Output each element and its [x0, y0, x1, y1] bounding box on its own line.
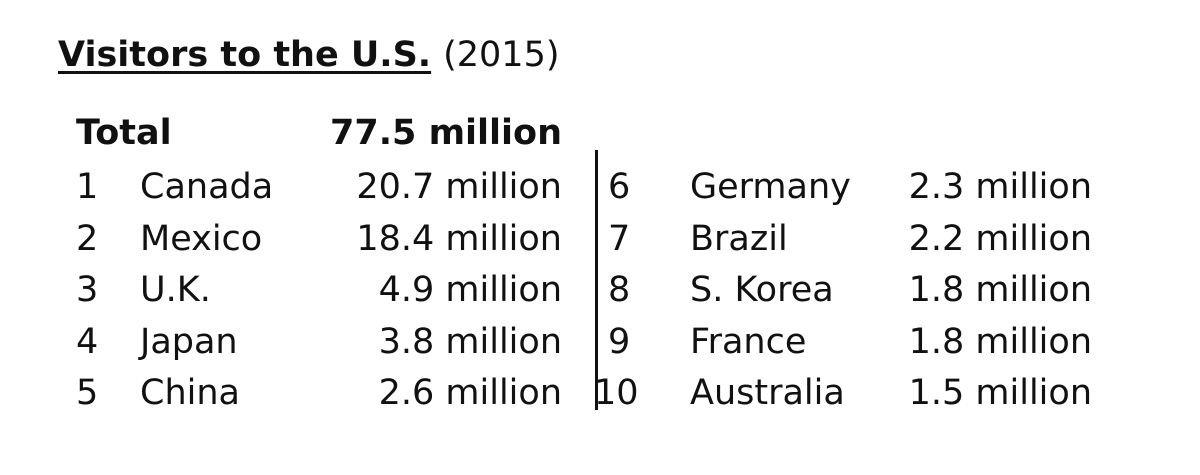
country: France: [690, 322, 807, 362]
visitors: 1.5 million: [908, 373, 1092, 413]
rank: 7: [608, 219, 631, 259]
rank: 4: [76, 322, 99, 362]
visitors: 2.2 million: [908, 219, 1092, 259]
visitors: 3.8 million: [378, 322, 562, 362]
rank: 3: [76, 270, 99, 310]
rank: 5: [76, 373, 99, 413]
total-value: 77.5 million: [330, 113, 562, 153]
column-divider: [595, 150, 598, 410]
title-line: Visitors to the U.S. (2015): [58, 30, 560, 80]
total-label: Total: [76, 113, 172, 153]
visitors: 2.6 million: [378, 373, 562, 413]
country: Japan: [140, 322, 238, 362]
year-label: (2015): [443, 35, 560, 75]
visitors: 1.8 million: [908, 270, 1092, 310]
country: Australia: [690, 373, 845, 413]
rank: 2: [76, 219, 99, 259]
country: Canada: [140, 167, 274, 207]
country: China: [140, 373, 240, 413]
visitors: 2.3 million: [908, 167, 1092, 207]
rank: 6: [608, 167, 631, 207]
visitors: 1.8 million: [908, 322, 1092, 362]
rank: 1: [76, 167, 99, 207]
visitors: 20.7 million: [356, 167, 562, 207]
country: Mexico: [140, 219, 263, 259]
country: U.K.: [140, 270, 211, 310]
country: Brazil: [690, 219, 788, 259]
country: S. Korea: [690, 270, 834, 310]
country: Germany: [690, 167, 851, 207]
visitors: 18.4 million: [356, 219, 562, 259]
rank: 8: [608, 270, 631, 310]
rank: 10: [594, 373, 639, 413]
rank: 9: [608, 322, 631, 362]
visitors: 4.9 million: [378, 270, 562, 310]
page-title: Visitors to the U.S.: [58, 35, 432, 75]
